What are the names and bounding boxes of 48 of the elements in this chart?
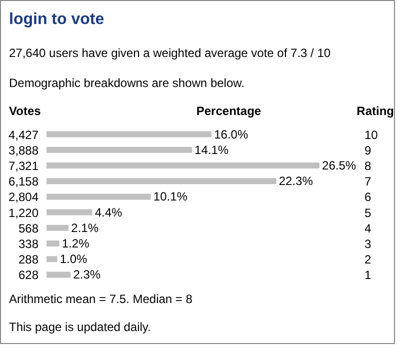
data-label: 1.0%: [60, 252, 88, 266]
x-axis-title: Percentage: [196, 103, 262, 120]
y-axis-title: Votes: [9, 103, 41, 120]
data-label: 1.2%: [62, 236, 90, 250]
y-tick-label: 1: [364, 268, 372, 282]
y-tick-label: 2: [364, 252, 372, 267]
text: Arithmetic mean = 7.5. Median = 8: [9, 291, 192, 308]
data-label: 22.3%: [278, 174, 314, 188]
data-label: 4.4%: [94, 205, 123, 220]
text: 568: [18, 221, 39, 236]
bar: [46, 209, 92, 216]
bar: [46, 162, 320, 168]
bar: [46, 178, 276, 184]
data-label: 14.1%: [194, 142, 229, 157]
bar: [46, 224, 69, 231]
bar: [46, 194, 151, 200]
text: 288: [18, 252, 39, 267]
data-label: 2.3%: [73, 268, 101, 282]
y-tick-label: 10: [364, 128, 378, 142]
text: 7,321: [8, 159, 39, 173]
y-tick-label: 9: [364, 143, 372, 158]
data-label: 26.5%: [322, 158, 356, 172]
text: 4,427: [8, 128, 39, 142]
bar: [46, 146, 192, 153]
text: Demographic breakdowns are shown below.: [9, 75, 244, 92]
y-tick-label: 7: [364, 174, 372, 189]
bar: [46, 131, 212, 138]
text: 3,888: [8, 143, 39, 158]
data-label: 16.0%: [214, 127, 248, 142]
text: 338: [18, 237, 39, 251]
data-label: 2.1%: [71, 220, 99, 235]
y-tick-label: 8: [364, 159, 372, 173]
text: 1,220: [8, 206, 39, 220]
text: This page is updated daily.: [9, 319, 151, 336]
chart-title: login to vote: [9, 10, 104, 30]
text: 628: [18, 268, 39, 282]
data-label: 10.1%: [153, 190, 188, 204]
text: 6,158: [8, 174, 39, 189]
y-tick-label: 6: [364, 190, 372, 204]
bar: [46, 272, 71, 278]
text: 2,804: [8, 190, 39, 204]
y-tick-label: 3: [364, 237, 372, 251]
y2-axis-title: Rating: [356, 103, 394, 120]
chart-subtitle: 27,640 users have given a weighted average vote of 7.3 / 10: [9, 45, 331, 62]
bar: [46, 256, 58, 262]
bar: [46, 240, 60, 246]
y-tick-label: 5: [364, 206, 372, 220]
y-tick-label: 4: [364, 221, 372, 236]
